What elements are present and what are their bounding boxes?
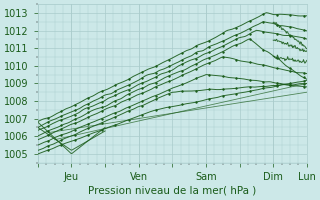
X-axis label: Pression niveau de la mer( hPa ): Pression niveau de la mer( hPa ) — [88, 186, 257, 196]
